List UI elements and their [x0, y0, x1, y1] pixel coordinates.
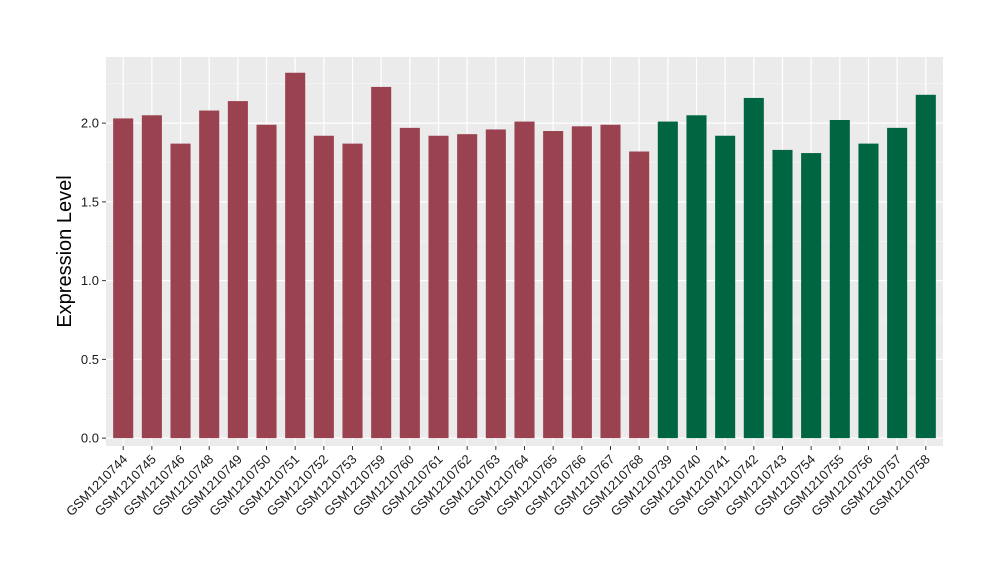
- bar-gsm1210756: [858, 143, 879, 439]
- bar-gsm1210758: [915, 94, 936, 439]
- bar-gsm1210767: [600, 124, 621, 439]
- bar-gsm1210766: [571, 126, 592, 439]
- y-axis: 0.0 0.5 1.0 1.5 2.0: [81, 116, 106, 446]
- y-tick-label: 2.0: [81, 116, 99, 131]
- bar-gsm1210739: [657, 121, 678, 439]
- bar-gsm1210765: [543, 131, 564, 439]
- bar-gsm1210761: [428, 135, 449, 439]
- bar-gsm1210742: [743, 97, 764, 439]
- y-tick-label: 0.5: [81, 352, 99, 367]
- bar-gsm1210759: [371, 86, 392, 439]
- bar-gsm1210751: [285, 72, 306, 439]
- bar-gsm1210763: [485, 129, 506, 439]
- y-tick-label: 1.5: [81, 194, 99, 209]
- bar-gsm1210754: [801, 153, 822, 439]
- bar-gsm1210752: [313, 135, 334, 439]
- bar-gsm1210749: [227, 101, 248, 439]
- bar-gsm1210768: [629, 151, 650, 439]
- bar-gsm1210743: [772, 149, 793, 439]
- x-axis: GSM1210744GSM1210745GSM1210746GSM1210748…: [63, 446, 933, 519]
- bar-gsm1210748: [199, 110, 220, 439]
- bar-gsm1210746: [170, 143, 191, 439]
- bar-gsm1210764: [514, 121, 535, 439]
- bar-gsm1210760: [399, 127, 420, 439]
- bar-gsm1210762: [457, 134, 478, 439]
- bar-gsm1210753: [342, 143, 363, 439]
- bar-gsm1210750: [256, 124, 277, 439]
- y-tick-label: 1.0: [81, 273, 99, 288]
- bar-gsm1210740: [686, 115, 707, 439]
- y-axis-label: Expression Level: [54, 175, 76, 327]
- bars: [113, 72, 936, 439]
- bar-gsm1210755: [829, 119, 850, 439]
- bar-gsm1210757: [887, 127, 908, 439]
- bar-gsm1210745: [141, 115, 162, 439]
- y-tick-label: 0.0: [81, 431, 99, 446]
- bar-gsm1210741: [715, 135, 736, 439]
- bar-gsm1210744: [113, 118, 134, 439]
